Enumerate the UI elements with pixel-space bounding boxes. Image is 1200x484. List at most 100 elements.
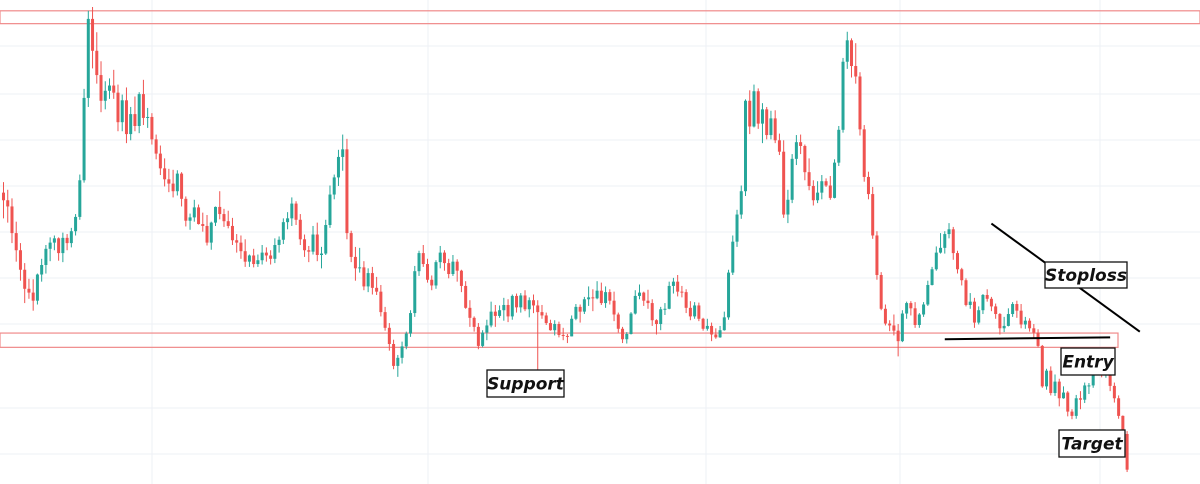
candle-body — [137, 94, 141, 126]
candle-body — [124, 100, 128, 135]
candle — [570, 315, 574, 337]
candle — [1125, 431, 1129, 473]
candle — [769, 110, 773, 140]
candle — [1049, 366, 1053, 396]
candle — [972, 297, 976, 328]
candle-body — [553, 324, 557, 331]
candle — [735, 209, 739, 247]
candle — [748, 90, 752, 135]
candle-body — [1070, 411, 1074, 416]
candle-body — [61, 237, 65, 254]
candle-body — [888, 323, 892, 326]
candle-body — [2, 192, 5, 201]
candle — [82, 88, 86, 183]
candle-body — [447, 263, 451, 275]
candle-body — [281, 222, 285, 240]
candle-body — [1028, 320, 1032, 329]
candle — [1112, 382, 1116, 403]
candle — [99, 61, 103, 113]
candle — [498, 305, 502, 318]
candle — [222, 208, 226, 227]
candle-body — [1087, 385, 1091, 387]
candle — [548, 319, 552, 331]
candle — [532, 294, 535, 314]
candle-body — [654, 320, 658, 325]
candle — [269, 250, 273, 265]
candle — [616, 312, 620, 333]
candle-body — [184, 198, 188, 221]
candle — [379, 284, 383, 317]
candle-body — [858, 76, 862, 130]
candle-body — [451, 261, 455, 275]
candle — [214, 206, 217, 226]
candle-body — [896, 330, 900, 342]
candle-body — [1112, 385, 1116, 399]
candle — [44, 245, 48, 274]
candle — [281, 218, 285, 245]
candle-body — [841, 61, 845, 130]
candle-body — [108, 85, 111, 91]
candle — [1066, 391, 1070, 417]
candle-body — [663, 308, 667, 310]
candle-body — [909, 303, 913, 309]
candle-body — [10, 206, 14, 234]
candle — [40, 258, 44, 282]
candle — [523, 290, 527, 312]
candle — [608, 289, 612, 305]
candle-body — [612, 300, 616, 315]
candle — [370, 266, 374, 295]
candle-body — [646, 300, 650, 304]
candle-body — [226, 221, 230, 226]
candle-body — [379, 291, 383, 313]
base-trendline — [944, 336, 1111, 341]
candle — [515, 293, 519, 313]
candle — [74, 214, 78, 236]
candle — [1023, 316, 1027, 329]
candle-body — [324, 225, 328, 254]
candle — [527, 297, 531, 318]
candle — [95, 32, 99, 84]
candle-body — [845, 40, 849, 62]
candle — [866, 171, 870, 200]
candle — [502, 297, 506, 321]
candle — [303, 234, 307, 257]
candle — [197, 204, 201, 225]
candle-body — [756, 91, 760, 124]
candle-body — [557, 324, 561, 335]
candle-body — [239, 242, 243, 252]
candle — [349, 230, 353, 263]
candle-body — [773, 118, 777, 141]
candle — [871, 186, 875, 239]
candle-body — [705, 325, 709, 329]
candle — [464, 281, 468, 309]
candle-body — [816, 192, 820, 201]
candle-body — [332, 177, 336, 195]
candle — [705, 318, 709, 331]
candle-body — [336, 156, 340, 178]
candle — [638, 284, 641, 300]
candle — [964, 278, 968, 307]
candle-body — [273, 245, 277, 259]
candle — [667, 281, 671, 310]
candle-body — [1121, 415, 1125, 434]
candle-body — [570, 318, 574, 337]
candle — [353, 246, 357, 281]
candle-body — [40, 264, 44, 275]
candle-body — [112, 85, 116, 93]
candle-body — [625, 334, 629, 340]
candle-body — [44, 248, 48, 265]
candle — [985, 289, 989, 302]
candle — [760, 103, 764, 144]
candle-body — [595, 290, 599, 299]
candle — [833, 159, 837, 199]
candle-body — [320, 253, 323, 255]
candle — [184, 196, 188, 227]
candle — [400, 341, 404, 364]
candle — [841, 57, 845, 133]
candle-body — [777, 140, 781, 152]
candle — [604, 286, 608, 308]
candle-body — [426, 264, 429, 280]
candle-body — [489, 311, 493, 326]
